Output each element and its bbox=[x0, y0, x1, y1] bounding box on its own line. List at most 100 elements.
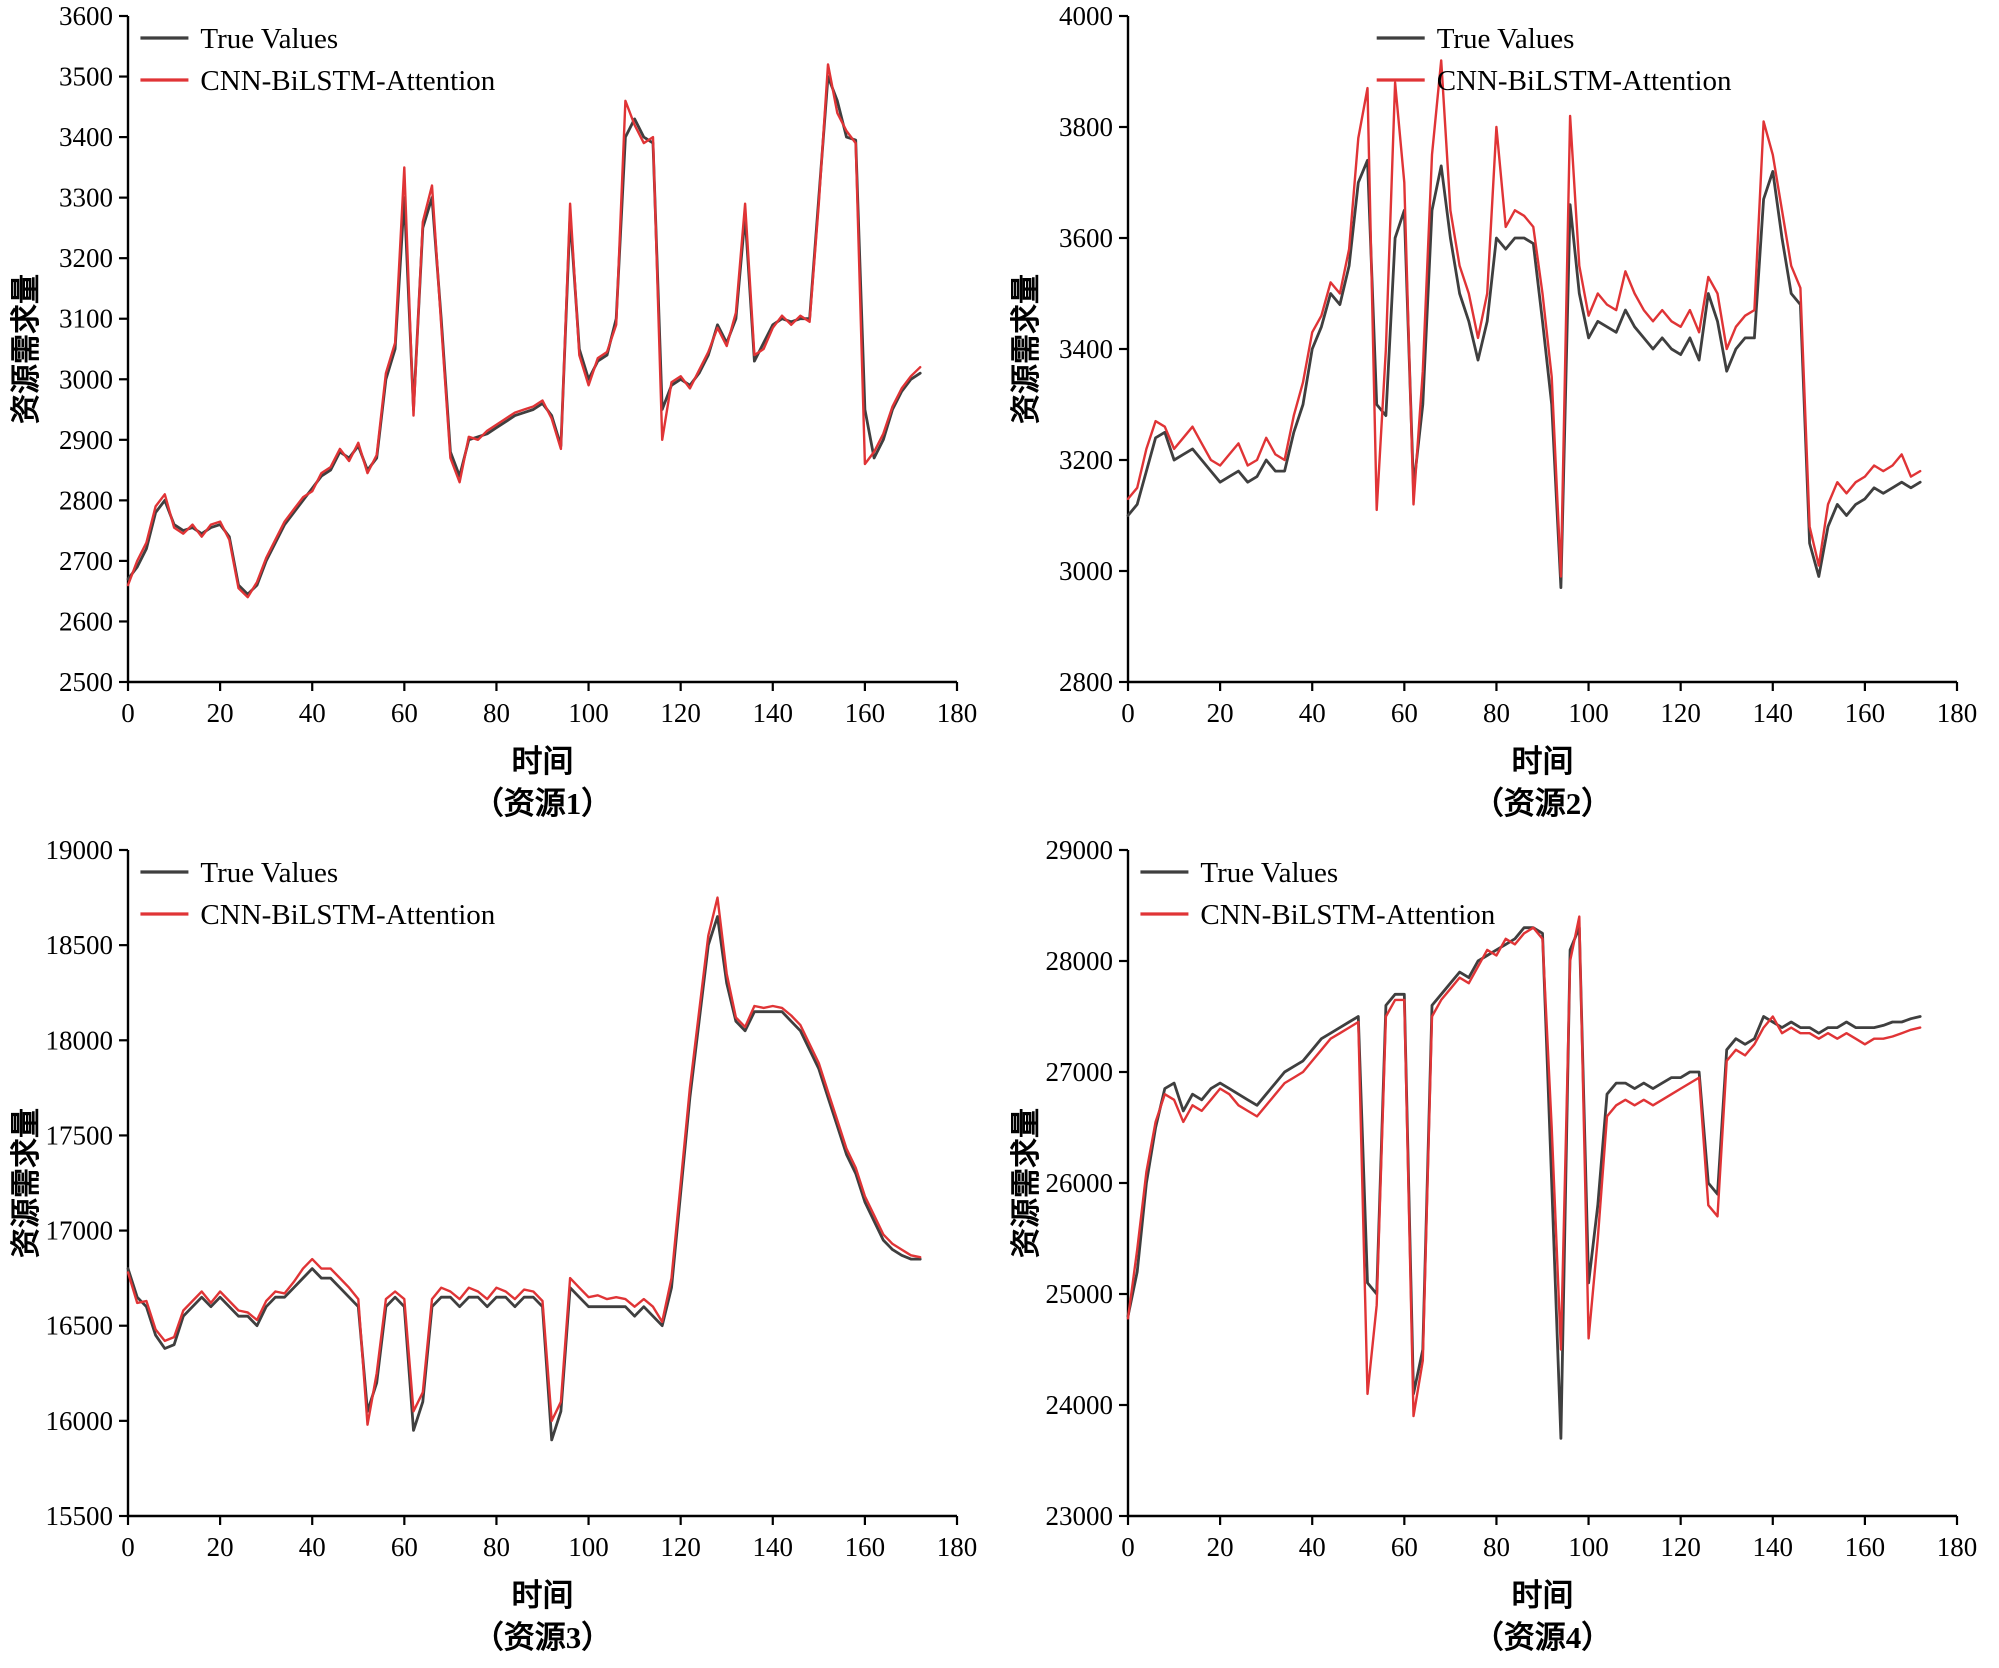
x-tick-label: 160 bbox=[1844, 698, 1885, 728]
legend-label: True Values bbox=[1436, 23, 1574, 55]
y-tick-label: 3200 bbox=[1059, 445, 1113, 475]
chart-cell-resource-3: 0 20 40 60 80 100 120 140 160 180 15500 16000 16500 1… bbox=[0, 834, 999, 1668]
chart-resource-3: 0 20 40 60 80 100 120 140 160 180 15500 16000 16500 1… bbox=[10, 835, 978, 1655]
y-tick-label: 27000 bbox=[1045, 1057, 1113, 1087]
x-axis-title: 时间 bbox=[1511, 744, 1573, 779]
x-tick-label: 100 bbox=[1568, 1532, 1609, 1562]
y-tick-label: 2900 bbox=[59, 425, 113, 455]
y-tick-label: 2500 bbox=[59, 667, 113, 697]
legend-label: CNN-BiLSTM-Attention bbox=[200, 65, 495, 97]
x-tick-label: 40 bbox=[1298, 1532, 1325, 1562]
series-true-values bbox=[1126, 158, 1922, 589]
chart-resource-2: 0 20 40 60 80 100 120 140 160 180 2800 3000 3200 3400… bbox=[1010, 1, 1977, 821]
x-tick-label: 80 bbox=[483, 1532, 510, 1562]
x-tick-label: 60 bbox=[391, 698, 418, 728]
y-axis-title: 资源需求量 bbox=[1010, 1108, 1043, 1258]
x-tick-label: 60 bbox=[391, 1532, 418, 1562]
y-axis-title: 资源需求量 bbox=[1010, 274, 1043, 424]
y-axis-title: 资源需求量 bbox=[10, 274, 43, 424]
series-true-values bbox=[1126, 926, 1922, 1440]
y-tick-label: 19000 bbox=[46, 835, 114, 865]
y-tick-label: 2700 bbox=[59, 546, 113, 576]
x-tick-label: 140 bbox=[753, 1532, 794, 1562]
y-tick-label: 26000 bbox=[1045, 1168, 1113, 1198]
x-tick-label: 140 bbox=[753, 698, 794, 728]
y-tick-label: 4000 bbox=[1059, 1, 1113, 31]
y-tick-label: 15500 bbox=[46, 1501, 114, 1531]
legend-label: True Values bbox=[1200, 857, 1338, 889]
y-tick-label: 2800 bbox=[1059, 667, 1113, 697]
y-tick-label: 2800 bbox=[59, 485, 113, 515]
legend-label: True Values bbox=[200, 23, 338, 55]
legend-label: CNN-BiLSTM-Attention bbox=[1436, 65, 1731, 97]
y-tick-label: 3400 bbox=[59, 122, 113, 152]
x-tick-label: 20 bbox=[1206, 1532, 1233, 1562]
x-tick-label: 0 bbox=[1121, 698, 1135, 728]
y-tick-label: 3000 bbox=[59, 364, 113, 394]
x-tick-label: 180 bbox=[937, 698, 978, 728]
x-tick-label: 180 bbox=[937, 1532, 978, 1562]
y-tick-label: 3200 bbox=[59, 243, 113, 273]
x-axis-subtitle: （资源1） bbox=[473, 786, 613, 821]
x-axis-subtitle: （资源3） bbox=[473, 1620, 613, 1655]
x-tick-label: 100 bbox=[568, 1532, 609, 1562]
y-tick-label: 3600 bbox=[59, 1, 113, 31]
x-tick-label: 80 bbox=[1482, 698, 1509, 728]
y-tick-label: 3500 bbox=[59, 62, 113, 92]
y-tick-label: 18500 bbox=[46, 930, 114, 960]
y-tick-label: 3400 bbox=[1059, 334, 1113, 364]
y-tick-label: 25000 bbox=[1045, 1279, 1113, 1309]
y-tick-label: 17000 bbox=[46, 1216, 114, 1246]
x-tick-label: 160 bbox=[845, 1532, 886, 1562]
legend-label: True Values bbox=[200, 857, 338, 889]
x-axis-title: 时间 bbox=[512, 1578, 574, 1613]
x-tick-label: 40 bbox=[299, 698, 326, 728]
series-true-values bbox=[126, 915, 922, 1442]
y-tick-label: 3100 bbox=[59, 304, 113, 334]
x-tick-label: 120 bbox=[660, 1532, 701, 1562]
x-tick-label: 180 bbox=[1936, 698, 1977, 728]
x-tick-label: 40 bbox=[1298, 698, 1325, 728]
y-tick-label: 3300 bbox=[59, 183, 113, 213]
series-cnn-bilstm-attention bbox=[1126, 59, 1921, 578]
legend-label: CNN-BiLSTM-Attention bbox=[200, 899, 495, 931]
x-axis-subtitle: （资源2） bbox=[1472, 786, 1612, 821]
y-tick-label: 16000 bbox=[46, 1406, 114, 1436]
x-tick-label: 160 bbox=[1844, 1532, 1885, 1562]
x-axis-subtitle: （资源4） bbox=[1472, 1620, 1612, 1655]
legend-label: CNN-BiLSTM-Attention bbox=[1200, 899, 1495, 931]
chart-cell-resource-4: 0 20 40 60 80 100 120 140 160 180 23000 24000 25000 2… bbox=[1000, 834, 1999, 1668]
series-cnn-bilstm-attention bbox=[126, 63, 922, 599]
x-tick-label: 0 bbox=[121, 1532, 135, 1562]
y-tick-label: 2600 bbox=[59, 606, 113, 636]
y-tick-label: 3800 bbox=[1059, 112, 1113, 142]
x-tick-label: 180 bbox=[1936, 1532, 1977, 1562]
y-tick-label: 3000 bbox=[1059, 556, 1113, 586]
y-tick-label: 29000 bbox=[1045, 835, 1113, 865]
chart-cell-resource-1: 0 20 40 60 80 100 120 140 160 180 2500 2600 2700 2800… bbox=[0, 0, 999, 834]
x-tick-label: 80 bbox=[483, 698, 510, 728]
y-tick-label: 28000 bbox=[1045, 946, 1113, 976]
x-tick-label: 100 bbox=[568, 698, 609, 728]
series-cnn-bilstm-attention bbox=[126, 896, 922, 1426]
x-tick-label: 40 bbox=[299, 1532, 326, 1562]
x-tick-label: 120 bbox=[1660, 1532, 1701, 1562]
y-tick-label: 17500 bbox=[46, 1120, 114, 1150]
x-tick-label: 20 bbox=[207, 1532, 234, 1562]
x-tick-label: 100 bbox=[1568, 698, 1609, 728]
chart-resource-1: 0 20 40 60 80 100 120 140 160 180 2500 2600 2700 2800… bbox=[10, 1, 978, 821]
chart-resource-4: 0 20 40 60 80 100 120 140 160 180 23000 24000 25000 2… bbox=[1010, 835, 1977, 1655]
x-tick-label: 20 bbox=[207, 698, 234, 728]
x-tick-label: 0 bbox=[1121, 1532, 1135, 1562]
y-tick-label: 18000 bbox=[46, 1025, 114, 1055]
x-tick-label: 160 bbox=[845, 698, 886, 728]
chart-cell-resource-2: 0 20 40 60 80 100 120 140 160 180 2800 3000 3200 3400… bbox=[1000, 0, 1999, 834]
y-tick-label: 16500 bbox=[46, 1311, 114, 1341]
y-tick-label: 23000 bbox=[1045, 1501, 1113, 1531]
x-tick-label: 60 bbox=[1390, 1532, 1417, 1562]
x-axis-title: 时间 bbox=[512, 744, 574, 779]
y-tick-label: 3600 bbox=[1059, 223, 1113, 253]
x-tick-label: 20 bbox=[1206, 698, 1233, 728]
x-tick-label: 60 bbox=[1390, 698, 1417, 728]
